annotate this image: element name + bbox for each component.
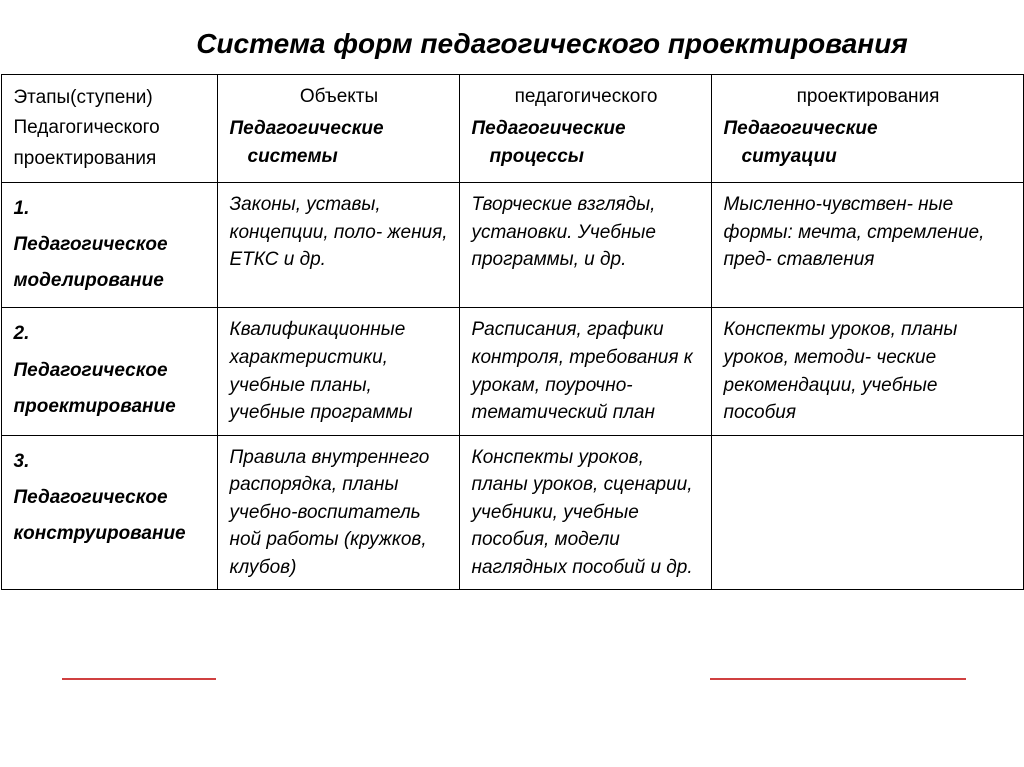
row2-c2: Расписания, графики контроля, требования… — [459, 308, 711, 435]
row1-label: 1. Педагогическое моделирование — [1, 183, 217, 308]
row2-c1: Квалификационные характеристики, учебные… — [217, 308, 459, 435]
row3-c3 — [711, 435, 1023, 590]
row2-name: Педагогическое проектирование — [14, 360, 176, 417]
row3-c2: Конспекты уроков, планы уроков, сценарии… — [459, 435, 711, 590]
row3-num: 3. — [14, 451, 30, 472]
sub2-l2: процессы — [472, 143, 701, 171]
table-header-row: Этапы(ступени) Педагогического проектиро… — [1, 75, 1023, 115]
table-row: 2. Педагогическое проектирование Квалифи… — [1, 308, 1023, 435]
col-sub-3: Педагогические ситуации — [711, 115, 1023, 183]
table-row: 1. Педагогическое моделирование Законы, … — [1, 183, 1023, 308]
row3-c1: Правила внутреннего распорядка, планы уч… — [217, 435, 459, 590]
sub1-l1: Педагогические — [230, 118, 384, 139]
row1-name: Педагогическое моделирование — [14, 234, 168, 291]
accent-line-right — [710, 678, 966, 680]
row1-c3: Мысленно-чувствен- ные формы: мечта, стр… — [711, 183, 1023, 308]
col-super-3: проектирования — [711, 75, 1023, 115]
row2-num: 2. — [14, 323, 30, 344]
page-title: Система форм педагогического проектирова… — [0, 0, 1024, 74]
row3-label: 3. Педагогическое конструирование — [1, 435, 217, 590]
sub3-l2: ситуации — [724, 143, 1013, 171]
row3-name: Педагогическое конструирование — [14, 487, 186, 544]
sub2-l1: Педагогические — [472, 118, 626, 139]
col-header-stages: Этапы(ступени) Педагогического проектиро… — [1, 75, 217, 183]
table-row: 3. Педагогическое конструирование Правил… — [1, 435, 1023, 590]
row1-c2: Творческие взгляды, установки. Учебные п… — [459, 183, 711, 308]
col-super-1: Объекты — [217, 75, 459, 115]
col-sub-1: Педагогические системы — [217, 115, 459, 183]
forms-table: Этапы(ступени) Педагогического проектиро… — [1, 74, 1024, 590]
col-super-2: педагогического — [459, 75, 711, 115]
slide: { "title": "Система форм педагогического… — [0, 0, 1024, 767]
row2-label: 2. Педагогическое проектирование — [1, 308, 217, 435]
row2-c3: Конспекты уроков, планы уроков, методи- … — [711, 308, 1023, 435]
sub1-l2: системы — [230, 143, 449, 171]
row1-num: 1. — [14, 198, 30, 219]
row1-c1: Законы, уставы, концепции, поло- жения, … — [217, 183, 459, 308]
accent-line-left — [62, 678, 216, 680]
sub3-l1: Педагогические — [724, 118, 878, 139]
col-sub-2: Педагогические процессы — [459, 115, 711, 183]
